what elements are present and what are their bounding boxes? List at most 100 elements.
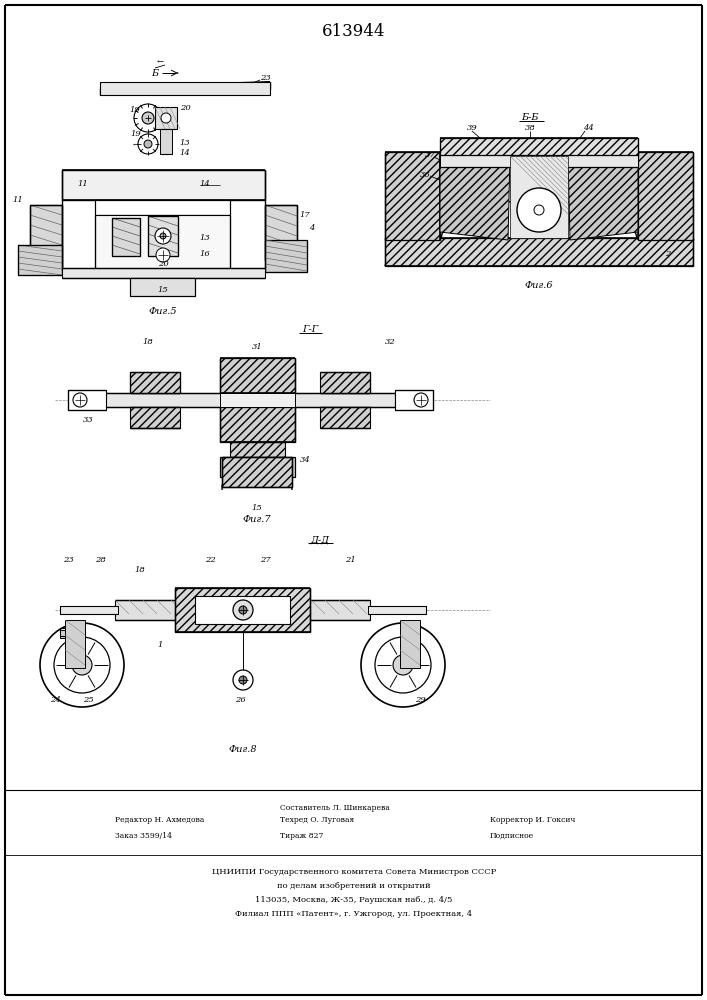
Circle shape — [517, 188, 561, 232]
Text: Подписное: Подписное — [490, 832, 534, 840]
Bar — [510, 156, 568, 238]
Bar — [105, 393, 395, 407]
FancyBboxPatch shape — [220, 457, 295, 477]
Bar — [18, 245, 62, 275]
Bar — [100, 82, 270, 95]
Text: 36: 36 — [420, 171, 431, 179]
Bar — [65, 620, 85, 668]
Bar — [230, 442, 285, 457]
Bar — [62, 268, 265, 278]
Bar — [130, 278, 195, 296]
Bar — [155, 107, 177, 129]
Bar — [220, 407, 295, 442]
Text: Г-Г: Г-Г — [302, 326, 318, 334]
Bar — [62, 170, 265, 200]
Text: 26: 26 — [235, 696, 245, 704]
Bar — [68, 390, 106, 410]
Text: 28: 28 — [95, 556, 105, 564]
Text: 18: 18 — [134, 566, 146, 574]
Text: 38: 38 — [525, 124, 535, 132]
Text: 23: 23 — [259, 74, 270, 82]
Text: 17: 17 — [300, 211, 310, 219]
Text: Составитель Л. Шинкарева: Составитель Л. Шинкарева — [280, 804, 390, 812]
Circle shape — [54, 637, 110, 693]
Circle shape — [40, 623, 124, 707]
Bar — [130, 372, 180, 393]
Circle shape — [233, 600, 253, 620]
Text: 21: 21 — [344, 556, 356, 564]
Text: Техред О. Луговая: Техред О. Луговая — [280, 816, 354, 824]
Text: Фиг.8: Фиг.8 — [228, 746, 257, 754]
Bar — [95, 200, 230, 215]
Bar — [220, 393, 295, 407]
Bar — [30, 205, 62, 267]
Bar — [638, 152, 693, 240]
Text: 13: 13 — [180, 139, 190, 147]
Text: 20: 20 — [158, 260, 168, 268]
Text: 14: 14 — [180, 149, 190, 157]
Text: 4: 4 — [309, 224, 315, 232]
Circle shape — [144, 140, 152, 148]
Text: Фиг.7: Фиг.7 — [243, 516, 271, 524]
Text: ←: ← — [133, 142, 139, 150]
Text: по делам изобретений и открытий: по делам изобретений и открытий — [277, 882, 431, 890]
Circle shape — [155, 228, 171, 244]
Circle shape — [73, 393, 87, 407]
Text: Тираж 827: Тираж 827 — [280, 832, 323, 840]
Polygon shape — [440, 156, 510, 240]
Circle shape — [138, 134, 158, 154]
Circle shape — [72, 655, 92, 675]
Bar — [130, 407, 180, 428]
Text: Фиг.6: Фиг.6 — [525, 280, 554, 290]
Bar — [222, 457, 292, 487]
Text: 14: 14 — [199, 180, 211, 188]
Bar — [265, 205, 297, 260]
Circle shape — [361, 623, 445, 707]
Text: Заказ 3599/14: Заказ 3599/14 — [115, 832, 172, 840]
Bar — [440, 138, 638, 156]
Bar — [385, 238, 693, 266]
Circle shape — [161, 113, 171, 123]
Polygon shape — [568, 156, 638, 240]
Bar — [440, 155, 638, 167]
Text: 25: 25 — [83, 696, 93, 704]
Text: 1: 1 — [158, 641, 163, 649]
Text: 20: 20 — [180, 104, 190, 112]
Text: 15: 15 — [158, 286, 168, 294]
Text: 37: 37 — [425, 151, 436, 159]
Text: Б-Б: Б-Б — [521, 113, 539, 122]
Bar — [112, 218, 140, 256]
Bar — [400, 620, 420, 668]
Bar — [385, 152, 440, 240]
Circle shape — [375, 637, 431, 693]
Circle shape — [142, 112, 154, 124]
Bar — [320, 407, 370, 428]
Text: 2: 2 — [665, 250, 671, 258]
Bar — [220, 358, 295, 393]
Text: Д-Д: Д-Д — [310, 536, 329, 544]
Circle shape — [156, 248, 170, 262]
Text: 11: 11 — [78, 180, 88, 188]
Text: 16: 16 — [199, 250, 211, 258]
Text: 613944: 613944 — [322, 23, 386, 40]
Bar — [95, 215, 230, 270]
Bar — [160, 129, 172, 154]
Text: 113035, Москва, Ж-35, Раушская наб., д. 4/5: 113035, Москва, Ж-35, Раушская наб., д. … — [255, 896, 452, 904]
Circle shape — [233, 670, 253, 690]
Text: Корректор И. Гоксич: Корректор И. Гоксич — [490, 816, 575, 824]
Text: Филиал ППП «Патент», г. Ужгород, ул. Проектная, 4: Филиал ППП «Патент», г. Ужгород, ул. Про… — [235, 910, 472, 918]
Bar — [115, 600, 370, 620]
Bar — [265, 240, 307, 272]
Bar — [368, 606, 426, 614]
Bar — [175, 588, 310, 632]
Circle shape — [239, 606, 247, 614]
Text: 15: 15 — [252, 504, 262, 512]
Text: Б: Б — [151, 68, 158, 78]
Text: Фиг.5: Фиг.5 — [148, 308, 177, 316]
Circle shape — [239, 676, 247, 684]
Bar — [60, 606, 118, 614]
Text: 31: 31 — [252, 343, 262, 351]
Circle shape — [160, 233, 166, 239]
Text: 32: 32 — [385, 338, 395, 346]
Text: 23: 23 — [63, 556, 74, 564]
